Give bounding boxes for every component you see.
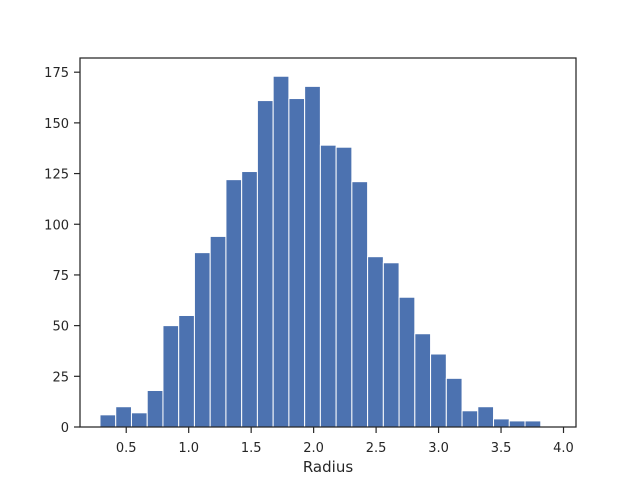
plot-frame — [79, 57, 577, 428]
histogram-bar — [178, 314, 195, 428]
x-axis-label: Radius — [303, 458, 353, 476]
y-tick-label: 175 — [44, 66, 69, 81]
y-tick-label: 75 — [52, 269, 69, 284]
y-tick-label: 150 — [44, 117, 69, 132]
histogram-bar — [461, 410, 479, 428]
histogram-bar — [319, 144, 337, 428]
histogram-bar — [241, 171, 258, 428]
histogram-bar — [115, 406, 132, 428]
y-tick-label: 100 — [44, 218, 69, 233]
histogram-bar — [493, 418, 510, 428]
y-tick-label: 125 — [44, 168, 69, 183]
histogram-bar — [146, 390, 164, 428]
histogram-bars — [99, 75, 542, 428]
histogram-bar — [398, 296, 416, 428]
histogram-bar — [508, 420, 526, 428]
histogram-bar — [335, 146, 353, 428]
x-tick-label: 2.0 — [303, 441, 324, 456]
y-tick-label: 0 — [61, 421, 69, 436]
x-tick-label: 1.0 — [178, 441, 199, 456]
histogram-bar — [382, 262, 400, 428]
x-tick-label: 3.5 — [491, 441, 512, 456]
histogram-bar — [99, 414, 117, 428]
histogram-bar — [130, 412, 148, 428]
histogram-bar — [304, 85, 321, 428]
histogram-bar — [256, 100, 274, 428]
histogram-bar — [414, 333, 432, 428]
x-tick-label: 0.5 — [116, 441, 137, 456]
histogram-bar — [162, 325, 180, 428]
x-axis-ticks: 0.5 1.0 1.5 2.0 2.5 3.0 3.5 4.0 — [116, 427, 574, 456]
histogram-bar — [430, 353, 447, 428]
y-axis-ticks: 0 25 50 75 100 125 150 175 — [44, 66, 80, 436]
x-tick-label: 3.0 — [428, 441, 449, 456]
y-tick-label: 50 — [52, 320, 69, 335]
histogram-bar — [193, 252, 211, 428]
x-tick-label: 4.0 — [553, 441, 574, 456]
histogram-bar — [225, 179, 243, 428]
histogram-bar — [209, 235, 227, 428]
histogram-bar — [524, 420, 542, 428]
histogram-bar — [445, 377, 463, 428]
histogram-bar — [477, 406, 495, 428]
x-tick-label: 2.5 — [366, 441, 387, 456]
histogram-bar — [351, 181, 369, 428]
y-tick-label: 25 — [52, 370, 69, 385]
x-tick-label: 1.5 — [241, 441, 262, 456]
histogram-bar — [272, 75, 290, 428]
histogram-bar — [288, 98, 306, 428]
histogram-bar — [367, 256, 384, 428]
